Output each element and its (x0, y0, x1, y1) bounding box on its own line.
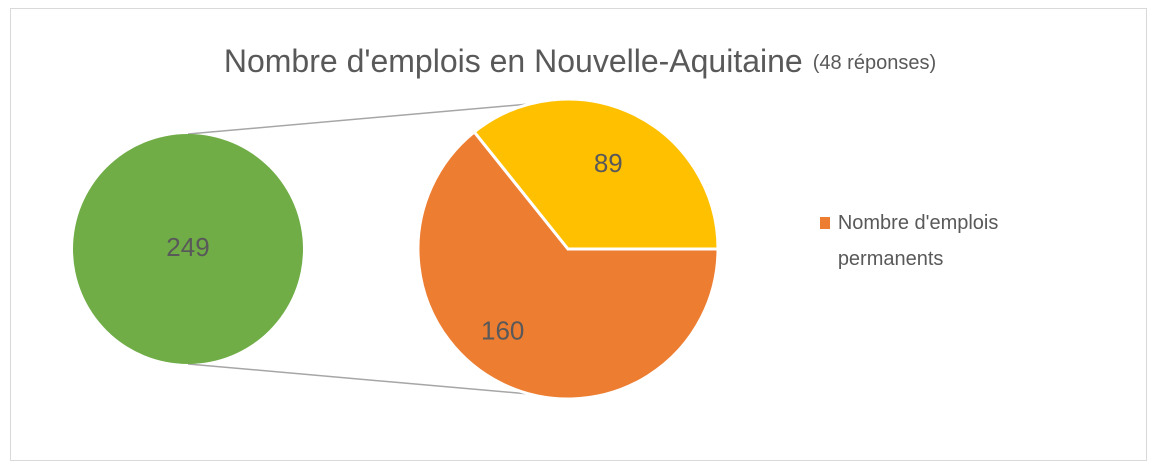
pie-slice (73, 134, 303, 364)
subtitle: (48 réponses) (813, 52, 936, 74)
data-label: 160 (481, 316, 524, 346)
pie-slice (416, 129, 720, 401)
title: Nombre d'emplois en Nouvelle-Aquitaine (224, 43, 803, 79)
legend: Nombre d'emplois permanents (820, 205, 1060, 277)
legend-item: Nombre d'emplois permanents (820, 205, 1060, 277)
chart-title: Nombre d'emplois en Nouvelle-Aquitaine (4… (224, 43, 936, 79)
data-label: 249 (166, 232, 209, 262)
legend-label: Nombre d'emplois permanents (837, 212, 999, 270)
connector-line (187, 103, 530, 135)
legend-swatch (820, 217, 830, 229)
data-label: 89 (594, 148, 623, 178)
connector-line (187, 363, 530, 395)
pie-slice (472, 97, 720, 251)
